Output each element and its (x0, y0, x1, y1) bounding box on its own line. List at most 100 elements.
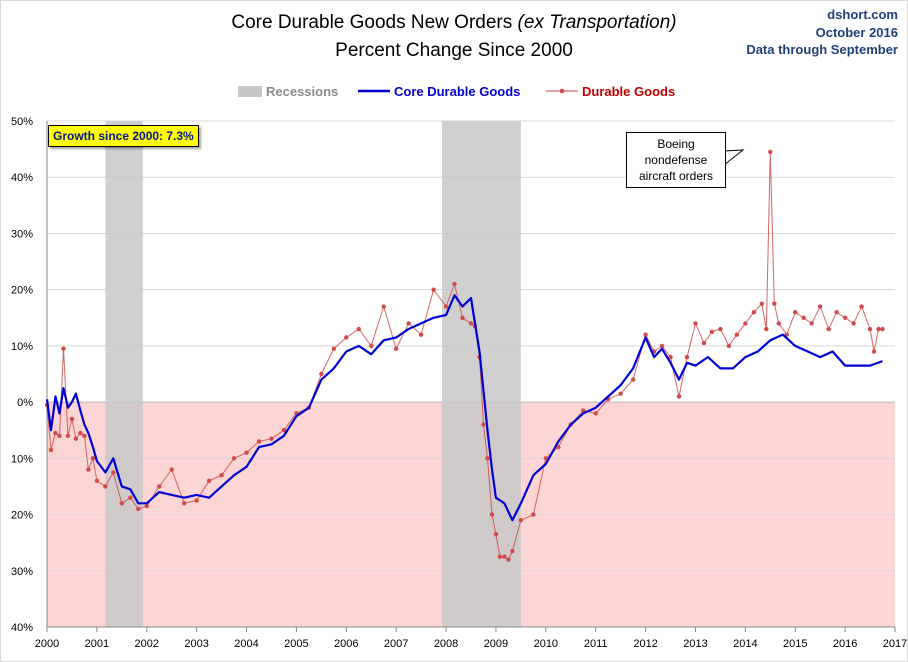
durable-goods-point (481, 422, 486, 427)
source-note: Data through September (746, 42, 898, 57)
y-tick-label: 20% (11, 285, 33, 297)
durable-goods-point (518, 517, 524, 523)
durable-goods-point (206, 478, 212, 484)
durable-goods-point (543, 456, 549, 461)
y-tick-label: 30% (11, 228, 33, 240)
title-italic: (ex Transportation) (517, 12, 677, 33)
durable-goods-point (269, 436, 274, 441)
title-main: Core Durable Goods New Orders (231, 12, 513, 33)
x-tick-label: 2012 (633, 638, 657, 650)
durable-goods-point (630, 377, 636, 382)
durable-goods-point (701, 340, 707, 346)
x-tick-label: 2003 (184, 638, 208, 650)
durable-goods-point (772, 301, 777, 306)
durable-goods-point (759, 301, 765, 306)
x-tick-label: 2007 (384, 638, 408, 650)
durable-goods-point (219, 473, 224, 478)
durable-goods-point (256, 439, 262, 444)
durable-goods-point (768, 149, 773, 155)
durable-goods-point (776, 321, 781, 326)
boeing-line-1: Boeing (657, 137, 695, 151)
durable-goods-point (381, 304, 386, 309)
durable-goods-point (369, 343, 374, 349)
y-tick-label: 30% (11, 566, 33, 578)
durable-goods-point (136, 506, 141, 512)
durable-goods-point (103, 484, 108, 489)
boeing-line-3: aircraft orders (638, 169, 714, 183)
x-tick-label: 2000 (35, 638, 59, 650)
durable-goods-point (111, 470, 116, 475)
durable-goods-point (431, 287, 436, 292)
durable-line-swatch (546, 88, 578, 94)
x-tick-label: 2008 (434, 638, 458, 650)
legend-item-recessions: Recessions (238, 84, 338, 99)
source-date: October 2016 (815, 25, 898, 40)
durable-goods-point (556, 444, 561, 450)
durable-goods-point (418, 332, 424, 337)
durable-goods-point (73, 436, 79, 441)
durable-goods-point (128, 495, 133, 500)
durable-goods-point (181, 501, 187, 506)
x-tick-label: 2009 (484, 638, 508, 650)
legend-item-durable: Durable Goods (546, 84, 675, 99)
durable-goods-point (443, 304, 449, 309)
durable-goods-point (61, 346, 66, 351)
durable-goods-point (90, 456, 96, 461)
source-site[interactable]: dshort.com (827, 7, 898, 22)
legend-label-durable: Durable Goods (582, 84, 676, 99)
durable-goods-point (871, 349, 877, 354)
durable-goods-point (793, 309, 798, 315)
x-tick-label: 2004 (234, 638, 258, 650)
durable-goods-point (809, 321, 814, 326)
durable-goods-point (452, 281, 457, 287)
core-durable-goods-line (45, 294, 883, 522)
durable-goods-point (659, 343, 665, 349)
durable-goods-point (643, 332, 648, 337)
durable-goods-point (194, 498, 199, 503)
durable-goods-point (842, 315, 848, 320)
durable-goods-point (144, 503, 149, 509)
durable-goods-point (356, 326, 361, 332)
durable-goods-point (69, 416, 75, 422)
durable-goods-point (734, 332, 740, 337)
durable-goods-point (57, 433, 62, 439)
durable-goods-point (119, 501, 125, 506)
x-tick-label: 2017 (883, 638, 907, 650)
durable-goods-point (485, 456, 490, 461)
durable-goods-point (169, 467, 174, 472)
durable-goods-point (78, 430, 83, 436)
durable-goods-point (764, 326, 769, 332)
durable-goods-point (826, 326, 831, 332)
recession-band (105, 121, 143, 627)
durable-goods-point (726, 343, 732, 349)
durable-goods-point (531, 512, 536, 517)
y-tick-label: 20% (11, 510, 33, 522)
durable-goods-point (497, 554, 503, 559)
durable-goods-point (231, 456, 237, 461)
y-tick-label: 50% (11, 116, 33, 128)
durable-goods-point (319, 371, 324, 377)
boeing-annotation: Boeing nondefense aircraft orders (626, 132, 726, 188)
x-tick-label: 2010 (534, 638, 558, 650)
x-tick-label: 2002 (135, 638, 159, 650)
x-tick-label: 2005 (284, 638, 308, 650)
durable-goods-point (676, 394, 682, 399)
durable-goods-point (801, 315, 806, 320)
durable-goods-point (743, 321, 748, 326)
durable-goods-point (65, 433, 71, 439)
durable-goods-point (244, 450, 249, 455)
x-tick-label: 2016 (833, 638, 857, 650)
durable-goods-point (693, 321, 698, 326)
durable-goods-point (859, 304, 864, 309)
durable-goods-point (751, 309, 757, 315)
boeing-line-2: nondefense (644, 153, 708, 167)
durable-goods-point (86, 467, 91, 472)
x-tick-label: 2001 (85, 638, 109, 650)
durable-goods-point (593, 411, 598, 416)
x-tick-label: 2015 (783, 638, 807, 650)
durable-goods-point (493, 532, 499, 537)
chart-title: Core Durable Goods New Orders (ex Transp… (0, 12, 908, 34)
y-tick-label: 10% (11, 453, 33, 465)
growth-callout: Growth since 2000: 7.3% (48, 125, 199, 147)
